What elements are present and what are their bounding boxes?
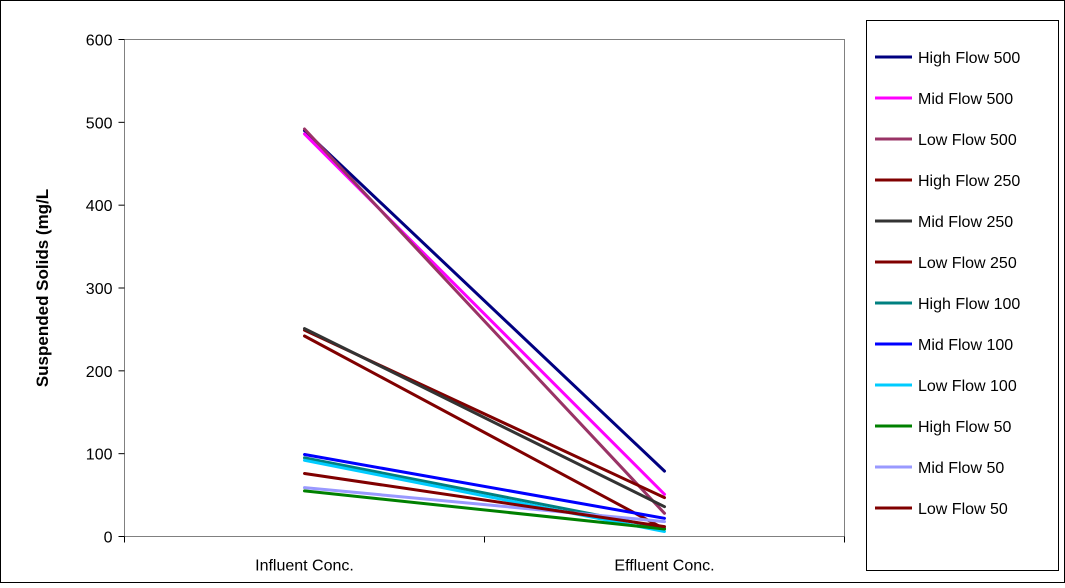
- legend-item: High Flow 50: [875, 419, 1011, 436]
- legend-label: Low Flow 50: [918, 501, 1008, 518]
- legend-box: [866, 20, 1059, 571]
- legend-item: Low Flow 100: [875, 378, 1017, 395]
- x-tick-label: Effluent Conc.: [614, 558, 714, 575]
- series-line-high-flow-50: [303, 489, 666, 531]
- legend-item: High Flow 250: [875, 173, 1020, 190]
- legend-label: High Flow 50: [918, 419, 1011, 436]
- series-line-low-flow-100: [303, 458, 666, 533]
- y-tick-label: 100: [86, 447, 113, 464]
- y-tick-label: 500: [86, 115, 113, 132]
- legend-label: High Flow 250: [918, 173, 1020, 190]
- legend-label: Low Flow 250: [918, 255, 1017, 272]
- y-axis: 0 100 200 300 400 500 600: [86, 33, 125, 547]
- legend-item: Low Flow 50: [875, 501, 1008, 518]
- legend-label: High Flow 100: [918, 296, 1020, 313]
- series-line-mid-flow-50: [303, 486, 666, 524]
- y-tick-label: 300: [86, 281, 113, 298]
- legend: High Flow 500 Mid Flow 500 Low Flow 500 Hig…: [866, 20, 1059, 571]
- series-line-high-flow-500: [303, 129, 666, 473]
- legend-label: Mid Flow 500: [918, 91, 1013, 108]
- legend-label: Mid Flow 250: [918, 214, 1013, 231]
- x-axis: Influent Conc. Effluent Conc.: [124, 536, 845, 575]
- series-line-low-flow-50: [303, 472, 666, 529]
- x-tick-label: Influent Conc.: [255, 558, 354, 575]
- legend-item: Mid Flow 50: [875, 460, 1004, 477]
- plot-area: [124, 39, 845, 537]
- legend-label: Low Flow 500: [918, 132, 1017, 149]
- series-line-low-flow-250: [303, 334, 666, 531]
- legend-label: High Flow 500: [918, 50, 1020, 67]
- legend-item: Mid Flow 250: [875, 214, 1013, 231]
- series-line-mid-flow-250: [303, 327, 666, 509]
- series-layer: [303, 127, 666, 533]
- y-axis-title: Suspended Solids (mg/L: [33, 189, 52, 387]
- y-tick-label: 400: [86, 198, 113, 215]
- legend-label: Mid Flow 100: [918, 337, 1013, 354]
- legend-item: High Flow 500: [875, 50, 1020, 67]
- legend-label: Mid Flow 50: [918, 460, 1004, 477]
- legend-label: Low Flow 100: [918, 378, 1017, 395]
- series-line-mid-flow-100: [303, 453, 666, 520]
- y-tick-label: 200: [86, 364, 113, 381]
- y-tick-label: 600: [86, 33, 113, 50]
- legend-item: Mid Flow 500: [875, 91, 1013, 108]
- y-tick-label: 0: [104, 530, 113, 547]
- series-line-low-flow-500: [303, 127, 666, 515]
- legend-item: Low Flow 500: [875, 132, 1017, 149]
- legend-item: High Flow 100: [875, 296, 1020, 313]
- legend-item: Low Flow 250: [875, 255, 1017, 272]
- legend-item: Mid Flow 100: [875, 337, 1013, 354]
